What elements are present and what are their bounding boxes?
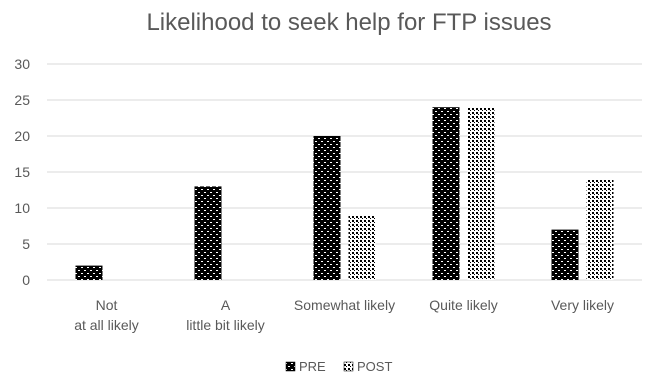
bar-pre-3 <box>432 107 460 280</box>
y-tick-label: 30 <box>14 56 30 72</box>
y-tick-label: 20 <box>14 128 30 144</box>
y-tick-label: 10 <box>14 200 30 216</box>
grid-lines <box>47 63 642 281</box>
y-tick-label: 25 <box>14 92 30 108</box>
x-tick-label: Very likely <box>551 297 614 313</box>
x-tick-label: Somewhat likely <box>294 297 395 313</box>
legend-label-post: POST <box>357 359 392 374</box>
bars <box>75 107 614 280</box>
legend-swatch-post <box>343 361 354 372</box>
y-tick-label: 0 <box>22 272 30 288</box>
bar-post-4 <box>586 179 614 280</box>
x-axis-ticks: Not at all likely A little bit likely Somewh… <box>74 297 614 333</box>
bar-pre-1 <box>194 186 222 280</box>
legend-swatch-pre <box>285 361 296 372</box>
bar-post-3 <box>467 107 495 280</box>
bar-pre-2 <box>313 136 341 280</box>
legend: PRE POST <box>285 359 392 374</box>
x-tick-label: Not at all likely <box>74 297 139 333</box>
x-tick-label: Quite likely <box>429 297 497 313</box>
bar-post-2 <box>348 215 376 280</box>
chart-title: Likelihood to seek help for FTP issues <box>146 9 551 36</box>
bar-pre-0 <box>75 265 103 280</box>
y-axis-ticks: 0 5 10 15 20 25 30 <box>14 56 30 288</box>
bar-pre-4 <box>551 229 579 280</box>
y-tick-label: 15 <box>14 164 30 180</box>
legend-label-pre: PRE <box>299 359 326 374</box>
y-tick-label: 5 <box>22 236 30 252</box>
